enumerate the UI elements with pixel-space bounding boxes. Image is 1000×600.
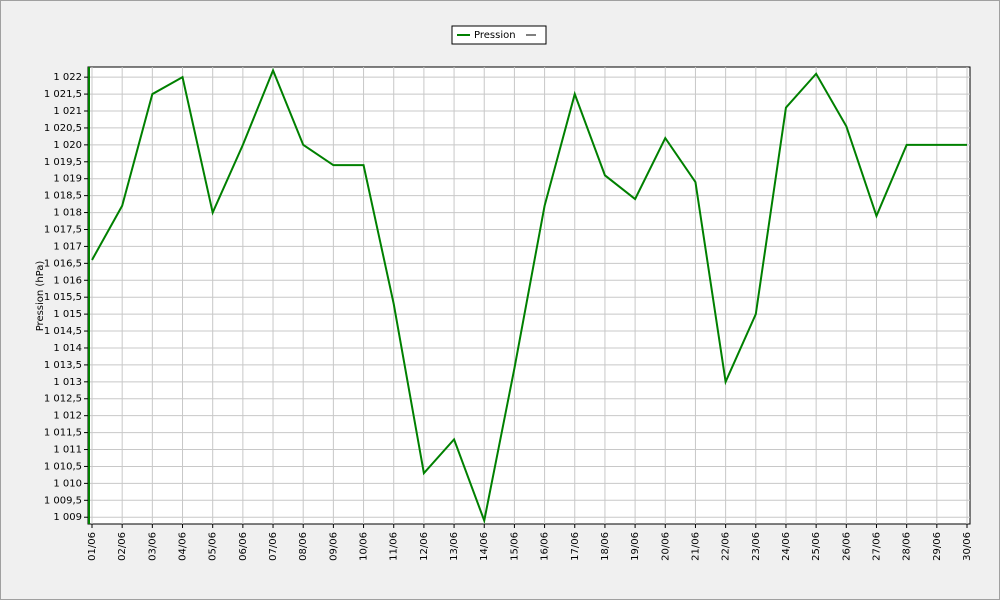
x-tick-label: 24/06	[781, 532, 792, 561]
y-tick-label: 1 018	[53, 208, 82, 219]
y-tick-label: 1 015	[53, 309, 82, 320]
y-tick-label: 1 017	[53, 241, 82, 252]
y-tick-label: 1 011	[53, 445, 82, 456]
x-tick-label: 17/06	[570, 532, 581, 561]
y-tick-label: 1 009,5	[44, 495, 82, 506]
x-tick-label: 23/06	[751, 532, 762, 561]
y-tick-label: 1 014,5	[44, 326, 82, 337]
y-tick-label: 1 020	[53, 140, 82, 151]
y-tick-label: 1 014	[53, 343, 82, 354]
y-tick-label: 1 012,5	[44, 394, 82, 405]
y-axis-label: Pression (hPa)	[35, 261, 46, 332]
plot-area	[87, 66, 971, 525]
x-tick-label: 08/06	[298, 532, 309, 561]
y-tick-label: 1 013,5	[44, 360, 82, 371]
x-tick-label: 22/06	[721, 532, 732, 561]
y-tick-label: 1 021	[53, 106, 82, 117]
x-tick-label: 28/06	[902, 532, 913, 561]
x-tick-label: 16/06	[540, 532, 551, 561]
y-tick-label: 1 012	[53, 411, 82, 422]
x-tick-label: 30/06	[962, 532, 973, 561]
x-tick-label: 13/06	[449, 532, 460, 561]
x-tick-label: 15/06	[509, 532, 520, 561]
x-tick-label: 18/06	[600, 532, 611, 561]
x-tick-label: 25/06	[811, 532, 822, 561]
y-tick-label: 1 022	[53, 72, 82, 83]
y-tick-label: 1 016,5	[44, 258, 82, 269]
x-tick-label: 04/06	[178, 532, 189, 561]
x-tick-label: 09/06	[328, 532, 339, 561]
x-tick-label: 20/06	[660, 532, 671, 561]
y-tick-label: 1 021,5	[44, 89, 82, 100]
y-tick-label: 1 009	[53, 512, 82, 523]
x-tick-label: 03/06	[147, 532, 158, 561]
legend-box	[451, 25, 547, 45]
line-series	[91, 67, 967, 525]
x-tick-label: 12/06	[419, 532, 430, 561]
y-tick-label: 1 011,5	[44, 428, 82, 439]
y-tick-label: 1 015,5	[44, 292, 82, 303]
x-tick-label: 29/06	[932, 532, 943, 561]
x-tick-label: 01/06	[87, 532, 98, 561]
y-tick-label: 1 020,5	[44, 123, 82, 134]
x-tick-label: 05/06	[208, 532, 219, 561]
x-tick-label: 02/06	[117, 532, 128, 561]
x-tick-label: 07/06	[268, 532, 279, 561]
x-tick-label: 10/06	[359, 532, 370, 561]
y-tick-label: 1 018,5	[44, 191, 82, 202]
x-tick-label: 06/06	[238, 532, 249, 561]
y-tick-label: 1 019	[53, 174, 82, 185]
x-tick-label: 21/06	[690, 532, 701, 561]
x-tick-label: 26/06	[841, 532, 852, 561]
y-tick-label: 1 010,5	[44, 461, 82, 472]
x-tick-label: 11/06	[389, 532, 400, 561]
x-tick-label: 27/06	[871, 532, 882, 561]
legend-label: Pression	[474, 30, 516, 41]
y-tick-label: 1 010	[53, 478, 82, 489]
y-tick-label: 1 013	[53, 377, 82, 388]
y-tick-label: 1 019,5	[44, 157, 82, 168]
x-tick-label: 19/06	[630, 532, 641, 561]
y-tick-label: 1 016	[53, 275, 82, 286]
y-tick-label: 1 017,5	[44, 224, 82, 235]
x-tick-label: 14/06	[479, 532, 490, 561]
